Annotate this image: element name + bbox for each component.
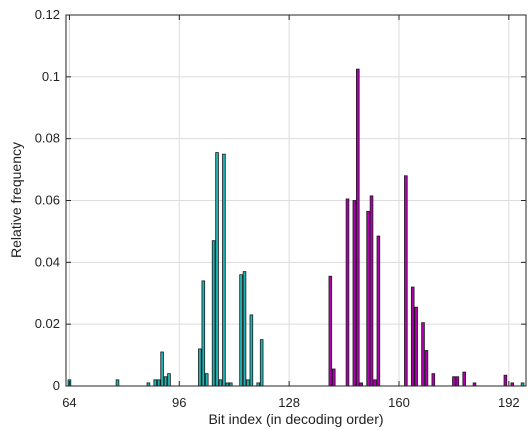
bar-series-2 — [373, 379, 377, 387]
bar-series-2 — [376, 235, 381, 387]
bar-series-2 — [356, 68, 360, 387]
bar-series-1 — [239, 274, 243, 387]
bar-series-1 — [201, 280, 206, 387]
bar-series-2 — [331, 368, 336, 387]
bar-series-2 — [369, 195, 374, 387]
bar-series-2 — [462, 371, 466, 387]
bar-series-2 — [410, 286, 415, 387]
y-tick-label: 0.08 — [35, 131, 60, 146]
bar-series-1 — [198, 348, 202, 387]
bar-series-2 — [424, 350, 429, 387]
x-tick-label: 192 — [498, 395, 520, 410]
y-tick-label: 0.06 — [35, 193, 60, 208]
bar-series-2 — [345, 198, 350, 387]
bar-series-1 — [204, 373, 209, 387]
bar-series-1 — [215, 152, 219, 387]
y-axis-label: Relative frequency — [8, 142, 24, 258]
bar-series-2 — [328, 275, 333, 387]
bar-series-2 — [452, 376, 456, 387]
bar-series-1 — [115, 379, 120, 387]
bar-series-1 — [156, 379, 161, 387]
bar-series-2 — [352, 200, 357, 387]
bar-series-2 — [455, 376, 460, 387]
bar-series-1 — [222, 153, 226, 387]
x-axis-label: Bit index (in decoding order) — [208, 411, 383, 427]
bar-series-2 — [366, 210, 370, 387]
bar-series-2 — [414, 306, 418, 387]
x-tick-label: 160 — [388, 395, 410, 410]
bar-series-1 — [249, 314, 254, 387]
bar-series-2 — [431, 373, 436, 387]
y-tick-label: 0.1 — [42, 69, 60, 84]
bar-series-1 — [160, 351, 164, 387]
bar-series-1 — [242, 271, 247, 387]
bar-series-1 — [163, 376, 168, 387]
x-tick-label: 64 — [62, 395, 76, 410]
bar-series-1 — [259, 339, 264, 387]
y-tick-label: 0.04 — [35, 254, 60, 269]
bar-series-1 — [211, 240, 216, 387]
bar-series-1 — [153, 379, 158, 387]
bar-series-1 — [246, 379, 250, 387]
bar-series-2 — [404, 175, 408, 387]
x-tick-label: 128 — [278, 395, 300, 410]
y-tick-label: 0.02 — [35, 316, 60, 331]
bar-series-2 — [421, 322, 425, 387]
ticks-layer: 64 96 128 160 192 0 0.02 0.04 0.06 0.08 0.1 0.12 — [35, 7, 526, 410]
bar-series-1 — [218, 379, 223, 387]
y-tick-label: 0 — [53, 378, 60, 393]
bar-series-1 — [167, 373, 171, 387]
y-tick-label: 0.12 — [35, 7, 60, 22]
x-tick-label: 96 — [172, 395, 186, 410]
bar-series-2 — [503, 374, 508, 387]
